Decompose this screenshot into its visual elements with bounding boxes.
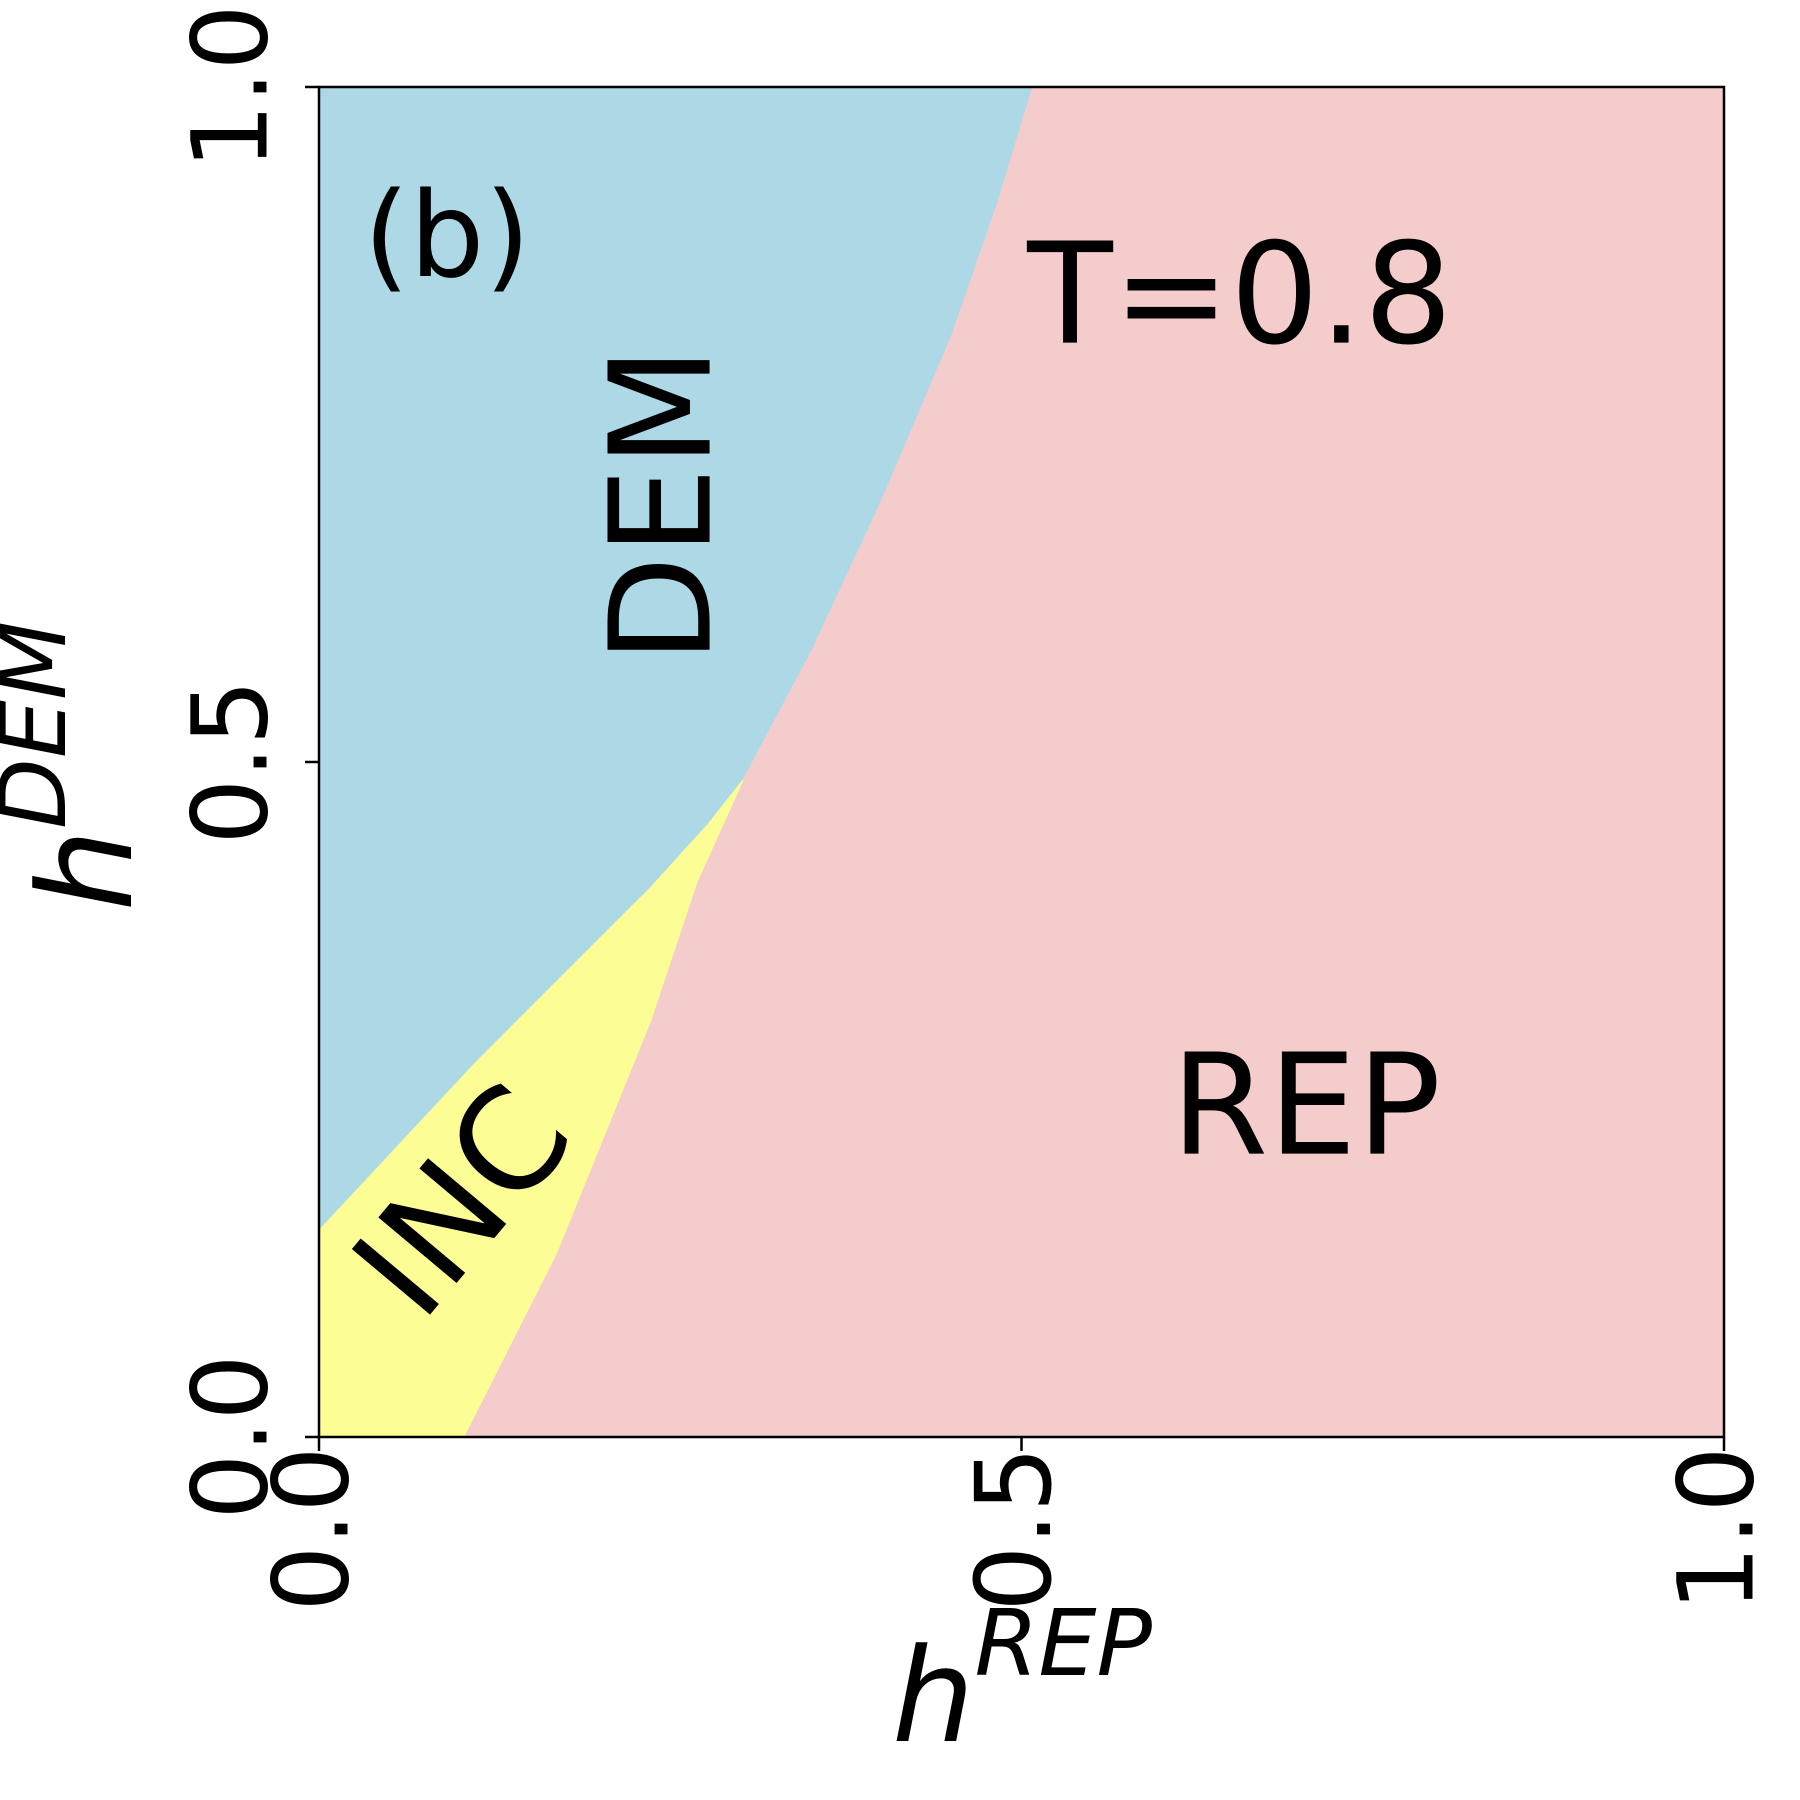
phase-region	[318, 779, 744, 1438]
annotation: T=0.8	[1026, 214, 1452, 377]
x-tick-label: 1.0	[1655, 1446, 1777, 1611]
x-axis-label: hREP	[892, 1590, 1152, 1771]
y-tick-label: 0.5	[169, 679, 291, 844]
annotation: (b)	[364, 166, 531, 304]
y-axis-label-base: h	[10, 829, 162, 911]
x-tick-label: 0.5	[953, 1446, 1075, 1611]
y-axis-label: hDEM	[0, 621, 162, 912]
regions	[318, 86, 1725, 1438]
x-axis-label-sup: REP	[974, 1590, 1152, 1697]
y-axis-label-sup: DEM	[0, 621, 87, 829]
x-tick-label: 0.0	[250, 1446, 372, 1611]
region-label: DEM	[581, 346, 744, 663]
region-label: REP	[1171, 1025, 1441, 1188]
y-tick-label: 1.0	[169, 4, 291, 169]
x-axis-label-base: h	[892, 1620, 974, 1772]
y-tick-label: 0.0	[169, 1354, 291, 1519]
